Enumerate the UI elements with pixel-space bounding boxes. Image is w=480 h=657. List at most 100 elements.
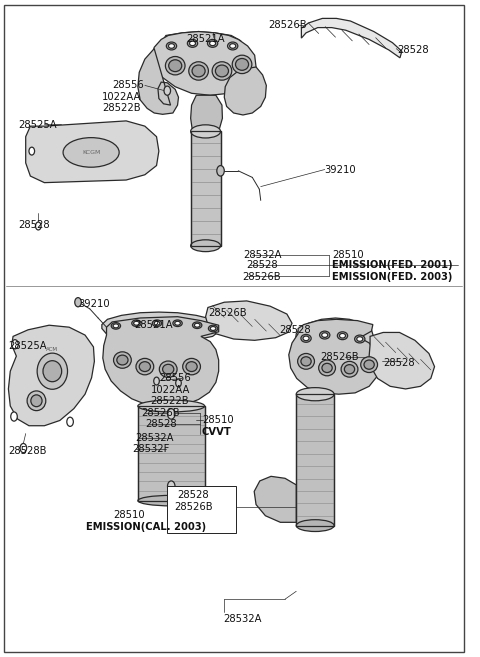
Text: 28522B: 28522B: [102, 103, 141, 114]
Text: EMISSION(CAL. 2003): EMISSION(CAL. 2003): [86, 522, 206, 532]
Text: 28526B: 28526B: [320, 352, 359, 363]
Text: 28510: 28510: [332, 250, 363, 260]
Text: 28521A: 28521A: [134, 319, 173, 330]
Bar: [167, 486, 237, 533]
Circle shape: [11, 412, 17, 421]
Polygon shape: [191, 95, 222, 131]
Ellipse shape: [344, 365, 355, 374]
Text: 28526B: 28526B: [174, 501, 213, 512]
Ellipse shape: [210, 327, 216, 330]
Text: 28510: 28510: [113, 510, 144, 520]
Ellipse shape: [159, 361, 177, 377]
Text: 28556: 28556: [112, 80, 144, 91]
Text: 28525A: 28525A: [18, 120, 56, 130]
Ellipse shape: [192, 322, 202, 328]
Ellipse shape: [357, 336, 363, 342]
Circle shape: [168, 481, 175, 491]
Polygon shape: [102, 312, 219, 342]
Ellipse shape: [210, 41, 216, 45]
Ellipse shape: [186, 361, 197, 372]
Ellipse shape: [339, 334, 346, 338]
Text: 28528: 28528: [18, 219, 49, 230]
Polygon shape: [26, 121, 159, 183]
Polygon shape: [161, 32, 243, 62]
Text: 28526B: 28526B: [208, 307, 247, 318]
Ellipse shape: [207, 39, 218, 47]
Ellipse shape: [173, 320, 182, 327]
Text: 1022AA: 1022AA: [102, 92, 141, 102]
Circle shape: [12, 340, 18, 349]
Ellipse shape: [216, 65, 228, 77]
Ellipse shape: [132, 320, 141, 327]
Circle shape: [154, 377, 159, 385]
Text: 28528: 28528: [178, 490, 209, 501]
Ellipse shape: [133, 321, 139, 325]
Ellipse shape: [138, 495, 204, 506]
Text: 28532A: 28532A: [223, 614, 262, 624]
Ellipse shape: [191, 240, 220, 252]
Ellipse shape: [236, 58, 249, 70]
Ellipse shape: [136, 359, 154, 374]
Ellipse shape: [43, 361, 61, 382]
Text: ACM: ACM: [47, 347, 59, 352]
Ellipse shape: [212, 62, 232, 80]
Polygon shape: [138, 49, 179, 114]
Circle shape: [67, 417, 73, 426]
Ellipse shape: [114, 352, 132, 368]
Text: 28528: 28528: [247, 260, 278, 271]
Text: EMISSION(FED. 2001): EMISSION(FED. 2001): [332, 260, 452, 271]
Ellipse shape: [138, 400, 204, 412]
Text: 28528B: 28528B: [9, 445, 47, 456]
Text: 1022AA: 1022AA: [150, 384, 190, 395]
Circle shape: [217, 166, 224, 176]
Text: CVVT: CVVT: [202, 426, 232, 437]
Ellipse shape: [187, 39, 198, 47]
Ellipse shape: [341, 361, 358, 377]
Text: 28526B: 28526B: [141, 408, 180, 419]
Ellipse shape: [194, 323, 200, 327]
Polygon shape: [9, 325, 95, 426]
Ellipse shape: [190, 41, 195, 45]
Ellipse shape: [364, 360, 374, 369]
Ellipse shape: [27, 391, 46, 411]
Ellipse shape: [303, 336, 309, 341]
Ellipse shape: [189, 62, 208, 80]
Ellipse shape: [228, 42, 238, 50]
Ellipse shape: [322, 332, 328, 338]
Text: 28556: 28556: [159, 373, 191, 384]
Ellipse shape: [175, 321, 180, 325]
Text: 28528: 28528: [145, 419, 177, 430]
Ellipse shape: [301, 334, 311, 342]
Circle shape: [168, 409, 175, 419]
Ellipse shape: [63, 138, 119, 168]
Ellipse shape: [117, 355, 128, 365]
Polygon shape: [138, 406, 204, 501]
Text: 28510: 28510: [202, 415, 233, 426]
Ellipse shape: [229, 44, 236, 49]
Ellipse shape: [296, 520, 334, 532]
Circle shape: [75, 298, 81, 307]
Ellipse shape: [301, 357, 311, 366]
Polygon shape: [296, 394, 334, 526]
Ellipse shape: [191, 125, 220, 138]
Ellipse shape: [192, 65, 205, 77]
Ellipse shape: [208, 325, 218, 332]
Polygon shape: [103, 317, 219, 406]
Text: 28522B: 28522B: [150, 396, 189, 406]
Text: 39210: 39210: [79, 298, 110, 309]
Polygon shape: [289, 319, 379, 394]
Text: 28526B: 28526B: [242, 271, 281, 282]
Polygon shape: [152, 32, 256, 95]
Ellipse shape: [298, 353, 314, 369]
Polygon shape: [224, 67, 266, 115]
Circle shape: [164, 86, 170, 95]
Ellipse shape: [361, 357, 378, 373]
Text: KCGM: KCGM: [82, 150, 100, 155]
Polygon shape: [205, 301, 292, 340]
Ellipse shape: [183, 359, 201, 374]
Text: 28532A: 28532A: [135, 432, 174, 443]
Ellipse shape: [111, 323, 120, 329]
Polygon shape: [191, 131, 220, 246]
Ellipse shape: [168, 44, 175, 49]
Text: 28528: 28528: [397, 45, 429, 55]
